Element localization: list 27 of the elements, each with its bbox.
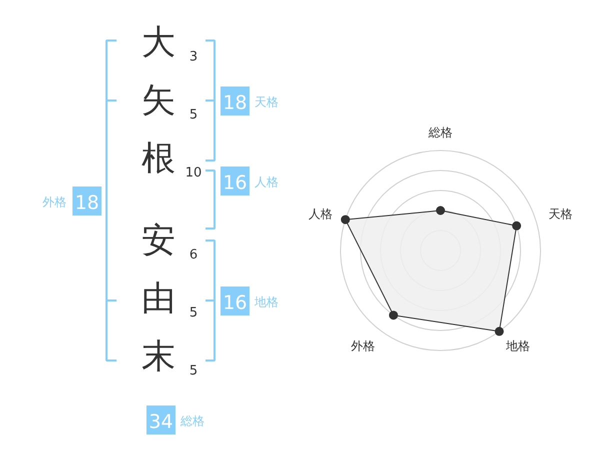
data-label: 34 [148,411,174,433]
data-label: 18 [74,192,100,214]
category-label: 安 [142,220,176,260]
spoke-label: 地格 [504,338,530,353]
data-label: 3 [189,50,198,64]
category-label: 天格 [254,95,278,109]
spoke-label: 人格 [308,207,332,222]
category-label: 総格 [180,414,204,428]
category-label: 末 [142,336,176,376]
data-label: 5 [189,364,198,378]
data-label: 18 [222,92,248,114]
category-label: 人格 [254,175,278,189]
spoke-label: 総格 [428,126,452,140]
category-label: 大 [142,22,176,62]
category-label: 外格 [42,195,66,209]
data-label: 5 [189,306,198,320]
category-label: 由 [142,278,176,318]
spoke-label: 天格 [548,207,573,222]
spoke-label: 外格 [351,338,376,353]
category-label: 地格 [254,295,278,309]
data-label: 6 [189,248,198,262]
category-label: 根 [142,138,176,178]
data-label: 16 [222,292,248,314]
category-label: 矢 [142,80,176,120]
data-label: 5 [189,108,198,122]
data-label: 10 [185,166,202,180]
data-label: 16 [222,172,248,194]
